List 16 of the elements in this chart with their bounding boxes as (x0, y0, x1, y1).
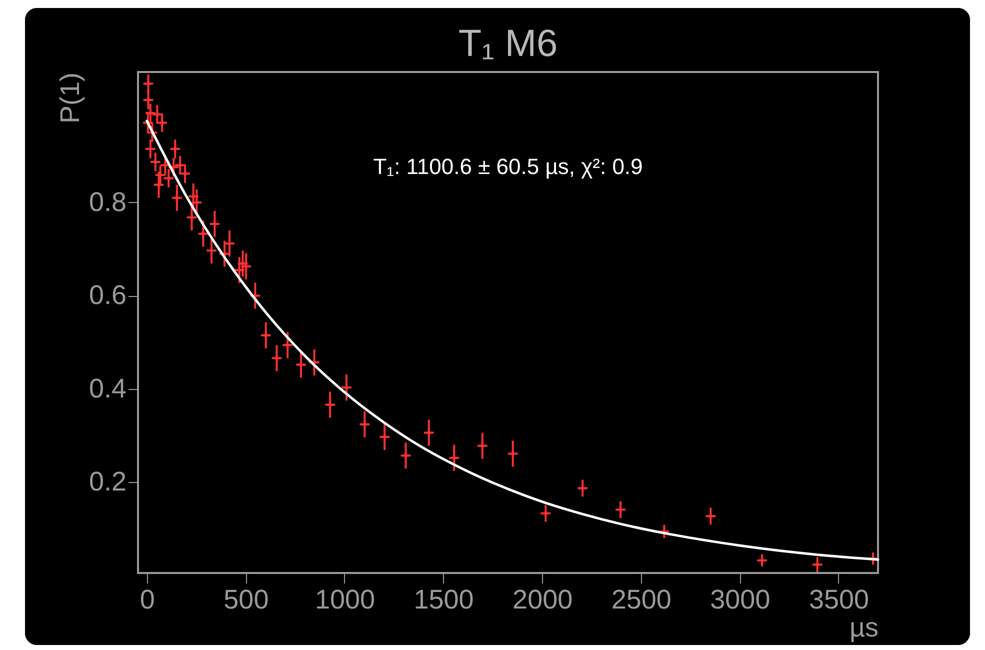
y-tick-label: 0.6 (88, 280, 126, 310)
x-axis-title: µs (849, 612, 878, 642)
x-tick-label: 3500 (808, 584, 870, 614)
x-tick-label: 1500 (414, 584, 474, 614)
x-tick-label: 3000 (710, 584, 770, 614)
y-axis-title: P(1) (54, 72, 85, 124)
x-tick-label: 1000 (314, 584, 376, 614)
x-tick-label: 500 (224, 584, 269, 614)
y-tick-label: 0.8 (88, 186, 126, 217)
y-tick-label: 0.2 (88, 466, 126, 497)
chart-title: T₁ M6 (458, 23, 558, 65)
x-tick-label: 2500 (611, 584, 672, 614)
annotation: T₁: 1100.6 ± 60.5 µs, χ²: 0.9 (373, 154, 643, 179)
y-tick-label: 0.4 (88, 373, 126, 404)
x-tick-label: 2000 (512, 584, 573, 614)
x-tick-label: 0 (140, 584, 155, 614)
